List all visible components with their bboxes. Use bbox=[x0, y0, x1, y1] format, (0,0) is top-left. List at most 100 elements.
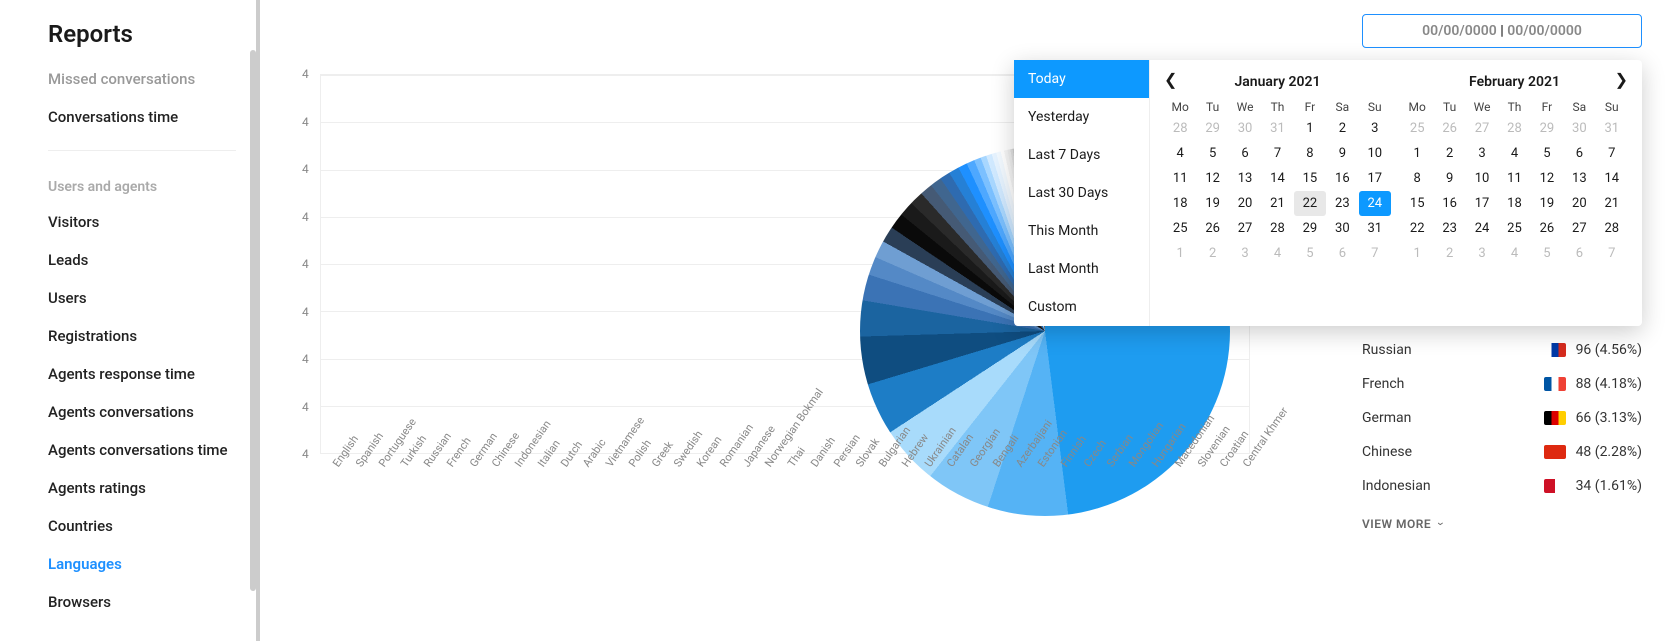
calendar-day[interactable]: 1 bbox=[1164, 241, 1196, 266]
calendar-day[interactable]: 2 bbox=[1196, 241, 1228, 266]
calendar-day[interactable]: 28 bbox=[1164, 116, 1196, 141]
calendar-day[interactable]: 4 bbox=[1498, 141, 1530, 166]
calendar-day[interactable]: 8 bbox=[1294, 141, 1326, 166]
calendar-day[interactable]: 29 bbox=[1294, 216, 1326, 241]
calendar-day[interactable]: 22 bbox=[1294, 191, 1326, 216]
calendar-day[interactable]: 7 bbox=[1359, 241, 1391, 266]
calendar-day[interactable]: 12 bbox=[1531, 166, 1563, 191]
calendar-day[interactable]: 3 bbox=[1229, 241, 1261, 266]
calendar-day[interactable]: 26 bbox=[1433, 116, 1465, 141]
calendar-day[interactable]: 30 bbox=[1563, 116, 1595, 141]
calendar-day[interactable]: 2 bbox=[1433, 141, 1465, 166]
calendar-day[interactable]: 17 bbox=[1466, 191, 1498, 216]
calendar-day[interactable]: 5 bbox=[1196, 141, 1228, 166]
calendar-day[interactable]: 19 bbox=[1531, 191, 1563, 216]
calendar-day[interactable]: 24 bbox=[1359, 191, 1391, 216]
date-preset[interactable]: Last Month bbox=[1014, 250, 1149, 288]
calendar-day[interactable]: 14 bbox=[1261, 166, 1293, 191]
calendar-prev-icon[interactable]: ❮ bbox=[1164, 70, 1177, 89]
calendar-day[interactable]: 15 bbox=[1401, 191, 1433, 216]
lang-row[interactable]: Chinese 48 (2.28%) bbox=[1362, 435, 1642, 469]
calendar-day[interactable]: 11 bbox=[1164, 166, 1196, 191]
lang-row[interactable]: French 88 (4.18%) bbox=[1362, 367, 1642, 401]
calendar-day[interactable]: 13 bbox=[1563, 166, 1595, 191]
calendar-day[interactable]: 1 bbox=[1401, 241, 1433, 266]
date-preset[interactable]: Last 7 Days bbox=[1014, 136, 1149, 174]
calendar-day[interactable]: 5 bbox=[1531, 241, 1563, 266]
sidebar-item[interactable]: Agents response time bbox=[48, 355, 236, 393]
calendar-day[interactable]: 4 bbox=[1164, 141, 1196, 166]
calendar-day[interactable]: 25 bbox=[1164, 216, 1196, 241]
calendar-day[interactable]: 23 bbox=[1433, 216, 1465, 241]
calendar-day[interactable]: 2 bbox=[1433, 241, 1465, 266]
date-preset[interactable]: Yesterday bbox=[1014, 98, 1149, 136]
date-preset[interactable]: Today bbox=[1014, 60, 1149, 98]
calendar-day[interactable]: 5 bbox=[1294, 241, 1326, 266]
calendar-day[interactable]: 20 bbox=[1563, 191, 1595, 216]
calendar-day[interactable]: 10 bbox=[1359, 141, 1391, 166]
calendar-day[interactable]: 18 bbox=[1164, 191, 1196, 216]
date-preset[interactable]: Last 30 Days bbox=[1014, 174, 1149, 212]
calendar-day[interactable]: 7 bbox=[1261, 141, 1293, 166]
sidebar-item[interactable]: Registrations bbox=[48, 317, 236, 355]
calendar-day[interactable]: 15 bbox=[1294, 166, 1326, 191]
calendar-day[interactable]: 16 bbox=[1326, 166, 1358, 191]
date-range-input[interactable]: 00/00/0000 | 00/00/0000 bbox=[1362, 14, 1642, 48]
calendar-day[interactable]: 23 bbox=[1326, 191, 1358, 216]
calendar-day[interactable]: 9 bbox=[1433, 166, 1465, 191]
calendar-day[interactable]: 29 bbox=[1531, 116, 1563, 141]
calendar-day[interactable]: 30 bbox=[1326, 216, 1358, 241]
sidebar-item[interactable]: Conversations time bbox=[48, 98, 236, 136]
calendar-day[interactable]: 28 bbox=[1596, 216, 1628, 241]
calendar-day[interactable]: 5 bbox=[1531, 141, 1563, 166]
calendar-day[interactable]: 17 bbox=[1359, 166, 1391, 191]
calendar-day[interactable]: 24 bbox=[1466, 216, 1498, 241]
lang-row[interactable]: Indonesian 34 (1.61%) bbox=[1362, 469, 1642, 503]
calendar-day[interactable]: 25 bbox=[1498, 216, 1530, 241]
calendar-day[interactable]: 6 bbox=[1563, 241, 1595, 266]
calendar-day[interactable]: 1 bbox=[1294, 116, 1326, 141]
calendar-day[interactable]: 3 bbox=[1466, 241, 1498, 266]
calendar-day[interactable]: 18 bbox=[1498, 191, 1530, 216]
sidebar-item[interactable]: Languages bbox=[48, 545, 236, 583]
calendar-day[interactable]: 31 bbox=[1596, 116, 1628, 141]
calendar-day[interactable]: 10 bbox=[1466, 166, 1498, 191]
sidebar-item[interactable]: Countries bbox=[48, 507, 236, 545]
calendar-day[interactable]: 20 bbox=[1229, 191, 1261, 216]
calendar-day[interactable]: 31 bbox=[1261, 116, 1293, 141]
sidebar-item[interactable]: Agents conversations bbox=[48, 393, 236, 431]
sidebar-item[interactable]: Leads bbox=[48, 241, 236, 279]
calendar-day[interactable]: 11 bbox=[1498, 166, 1530, 191]
calendar-day[interactable]: 21 bbox=[1596, 191, 1628, 216]
calendar-day[interactable]: 2 bbox=[1326, 116, 1358, 141]
date-preset[interactable]: Custom bbox=[1014, 288, 1149, 326]
calendar-day[interactable]: 28 bbox=[1498, 116, 1530, 141]
date-preset[interactable]: This Month bbox=[1014, 212, 1149, 250]
calendar-day[interactable]: 1 bbox=[1401, 141, 1433, 166]
calendar-day[interactable]: 3 bbox=[1466, 141, 1498, 166]
sidebar-scrollbar[interactable] bbox=[250, 50, 256, 591]
calendar-day[interactable]: 25 bbox=[1401, 116, 1433, 141]
lang-row[interactable]: German 66 (3.13%) bbox=[1362, 401, 1642, 435]
calendar-day[interactable]: 6 bbox=[1229, 141, 1261, 166]
calendar-day[interactable]: 19 bbox=[1196, 191, 1228, 216]
view-more-button[interactable]: VIEW MORE › bbox=[1362, 517, 1642, 531]
calendar-day[interactable]: 6 bbox=[1326, 241, 1358, 266]
calendar-day[interactable]: 29 bbox=[1196, 116, 1228, 141]
calendar-day[interactable]: 30 bbox=[1229, 116, 1261, 141]
sidebar-item[interactable]: Agents ratings bbox=[48, 469, 236, 507]
calendar-day[interactable]: 26 bbox=[1196, 216, 1228, 241]
calendar-day[interactable]: 8 bbox=[1401, 166, 1433, 191]
sidebar-item[interactable]: Agents conversations time bbox=[48, 431, 236, 469]
calendar-day[interactable]: 31 bbox=[1359, 216, 1391, 241]
calendar-day[interactable]: 6 bbox=[1563, 141, 1595, 166]
calendar-day[interactable]: 27 bbox=[1563, 216, 1595, 241]
calendar-day[interactable]: 27 bbox=[1466, 116, 1498, 141]
calendar-day[interactable]: 21 bbox=[1261, 191, 1293, 216]
lang-row[interactable]: Russian 96 (4.56%) bbox=[1362, 333, 1642, 367]
calendar-day[interactable]: 28 bbox=[1261, 216, 1293, 241]
calendar-day[interactable]: 12 bbox=[1196, 166, 1228, 191]
calendar-day[interactable]: 7 bbox=[1596, 141, 1628, 166]
calendar-day[interactable]: 3 bbox=[1359, 116, 1391, 141]
calendar-day[interactable]: 9 bbox=[1326, 141, 1358, 166]
